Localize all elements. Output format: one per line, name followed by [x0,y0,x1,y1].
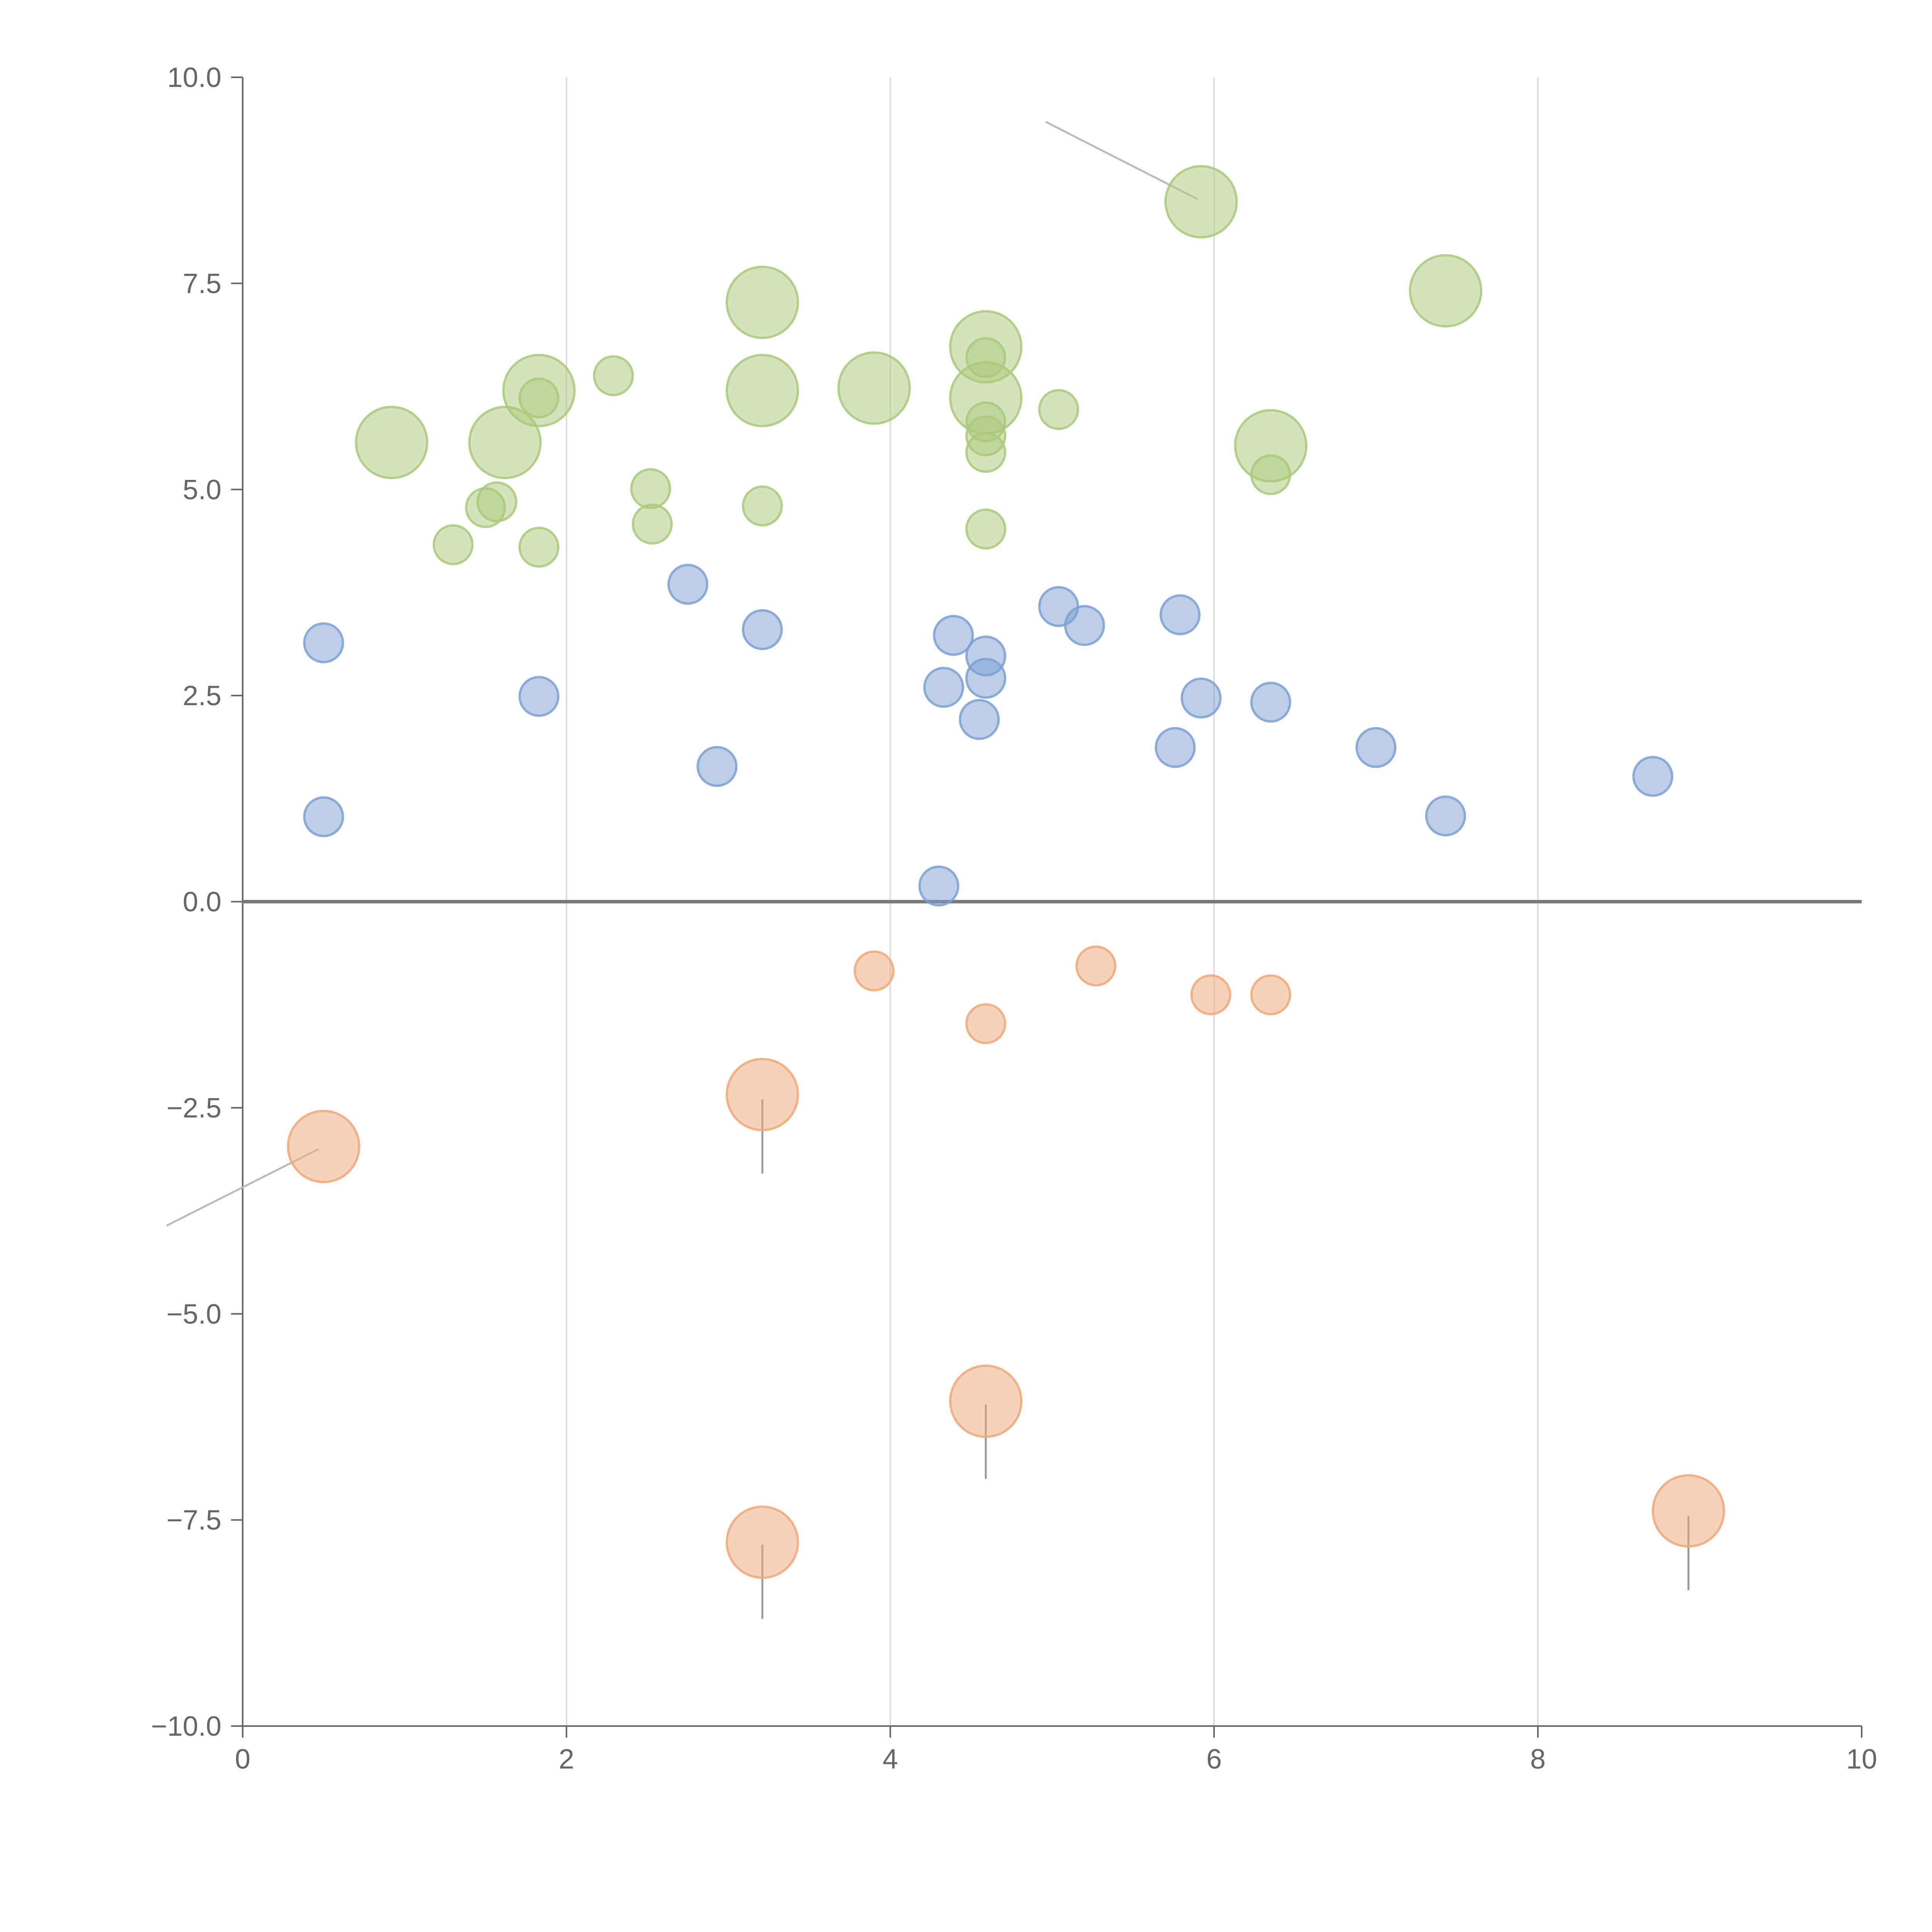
green-point [630,468,671,509]
y-tick-label: −5.0 [167,1299,221,1330]
data-points [287,165,1725,1579]
green-point [742,485,783,527]
blue-point [933,615,974,656]
blue-point [696,746,738,787]
green-point [518,377,560,418]
orange-point [965,1003,1007,1044]
blue-point [1250,682,1291,723]
y-tick-label: 5.0 [183,474,221,505]
blue-point [1155,727,1196,768]
x-tick-label: 6 [1206,1744,1222,1775]
blue-point [667,564,709,605]
blue-point [923,667,964,708]
x-tick-label: 2 [559,1744,574,1775]
axes [242,77,1862,1727]
x-tick-label: 4 [883,1744,898,1775]
y-tick-label: 2.5 [183,680,221,711]
x-axis-ticks: 0 2 4 6 8 10 [235,1726,1877,1775]
orange-point [854,950,895,992]
green-point [468,406,542,480]
x-tick-label: 8 [1530,1744,1546,1775]
blue-point [1425,795,1466,837]
blue-point [1064,605,1105,646]
green-point [355,406,429,480]
green-point [632,503,673,545]
green-point [837,351,911,425]
green-point [518,527,560,568]
blue-point [1180,677,1222,719]
orange-point [1651,1474,1725,1548]
green-point [725,265,799,339]
blue-point [303,796,344,837]
blue-point [1632,756,1673,797]
green-point [1038,389,1079,430]
green-point [965,337,1007,378]
y-tick-label: 0.0 [183,887,221,918]
blue-point [303,622,344,663]
green-point [1164,165,1238,239]
blue-point [965,658,1007,699]
y-tick-label: 10.0 [167,62,221,93]
y-tick-label: −10.0 [151,1711,221,1742]
green-point [593,355,634,396]
blue-point [918,865,959,906]
orange-point [1075,945,1117,986]
blue-point [518,676,560,717]
blue-point [1160,594,1201,636]
green-point [476,481,517,522]
x-tick-label: 0 [235,1744,250,1775]
orange-point [949,1364,1023,1438]
orange-point [287,1110,361,1184]
orange-point [1250,974,1291,1015]
blue-point [959,699,1000,740]
blue-point [1355,727,1396,768]
y-tick-label: −2.5 [167,1093,221,1124]
y-tick-label: 7.5 [183,268,221,299]
green-point [432,524,474,565]
green-point [1250,454,1291,495]
y-tick-label: −7.5 [167,1505,221,1536]
green-point [1409,254,1483,328]
y-axis-ticks: 10.0 7.5 5.0 2.5 0.0 −2.5 −5.0 −7.5 −10.0 [151,62,243,1742]
blue-point [742,609,783,650]
orange-point [1190,974,1231,1015]
orange-point [725,1505,799,1579]
green-point [965,509,1007,550]
green-point [725,354,799,427]
orange-point [725,1058,799,1131]
x-tick-label: 10 [1846,1744,1877,1775]
green-point [965,432,1007,473]
